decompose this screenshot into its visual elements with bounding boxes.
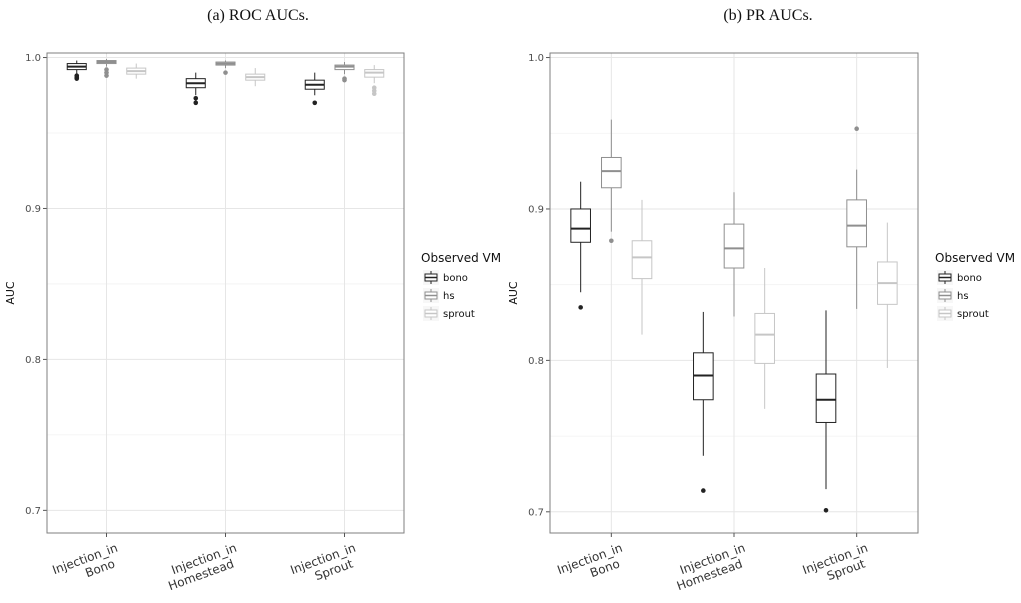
legend-key-bono bbox=[937, 270, 953, 285]
x-tick-label: Injection_inBono bbox=[50, 541, 124, 591]
legend-label-hs: hs bbox=[957, 291, 969, 302]
box-body bbox=[815, 373, 837, 423]
legend: Observed VM bono hs sprout bbox=[421, 251, 501, 321]
outlier-point bbox=[371, 91, 377, 97]
outlier-point bbox=[578, 305, 583, 310]
panel-pr-aucs: (b) PR AUCs. 0.7 0.8 0.9 1.0 Injection_inBono… bbox=[507, 7, 1015, 593]
box-hs-2 bbox=[334, 62, 355, 83]
y-tick-label: 1.0 bbox=[25, 53, 41, 64]
box-sprout-0 bbox=[631, 199, 653, 335]
y-axis-label: AUC bbox=[4, 281, 17, 305]
legend-title: Observed VM bbox=[421, 251, 501, 265]
legend: Observed VM bono hs sprout bbox=[935, 251, 1015, 321]
box-hs-1 bbox=[723, 192, 745, 317]
outlier-point bbox=[312, 100, 318, 106]
box-bono-2 bbox=[815, 310, 837, 513]
y-tick-label: 0.8 bbox=[528, 356, 544, 367]
box-body bbox=[601, 156, 622, 189]
box-hs-0 bbox=[601, 119, 622, 244]
y-tick-label: 0.7 bbox=[25, 506, 41, 517]
legend-label-hs: hs bbox=[443, 291, 455, 302]
legend-key-hs bbox=[937, 288, 953, 303]
y-tick-label: 1.0 bbox=[528, 53, 544, 64]
legend-key-hs bbox=[423, 288, 439, 303]
y-tick-label: 0.9 bbox=[528, 204, 544, 215]
box-body bbox=[754, 312, 775, 364]
box-sprout-2 bbox=[364, 65, 385, 97]
box-body bbox=[846, 199, 867, 248]
box-bono-1 bbox=[693, 311, 714, 493]
y-axis-label: AUC bbox=[507, 281, 520, 305]
box-hs-0 bbox=[96, 59, 117, 78]
box-bono-1 bbox=[185, 72, 206, 106]
y-tick-label: 0.9 bbox=[25, 204, 41, 215]
x-tick-label: Injection_inSprout bbox=[801, 541, 875, 591]
outlier-point bbox=[104, 73, 109, 78]
outlier-point bbox=[193, 100, 199, 106]
outlier-point bbox=[701, 488, 706, 493]
box-body bbox=[631, 240, 653, 280]
box-bono-0 bbox=[66, 60, 87, 81]
box-hs-2 bbox=[846, 126, 867, 309]
box-bono-2 bbox=[304, 72, 325, 106]
x-tick-label: Injection_inHomestead bbox=[162, 541, 244, 594]
x-tick-label: Injection_inSprout bbox=[288, 541, 362, 591]
legend-label-bono: bono bbox=[443, 273, 468, 284]
box-sprout-1 bbox=[754, 268, 775, 409]
box-sprout-0 bbox=[126, 63, 147, 79]
legend-key-bono bbox=[423, 270, 439, 285]
legend-key-sprout bbox=[423, 306, 439, 321]
panel-caption: (a) ROC AUCs. bbox=[207, 7, 309, 24]
box-sprout-2 bbox=[877, 222, 898, 368]
legend-title: Observed VM bbox=[935, 251, 1015, 265]
outlier-point bbox=[609, 238, 614, 244]
box-body bbox=[723, 223, 745, 269]
x-tick-label: Injection_inBono bbox=[555, 541, 629, 591]
x-tick-label: Injection_inHomestead bbox=[670, 541, 752, 594]
outlier-point bbox=[223, 70, 228, 75]
legend-label-bono: bono bbox=[957, 273, 982, 284]
panel-roc-aucs: (a) ROC AUCs. 0.7 0.8 0.9 1.0 Injection_inBon… bbox=[4, 7, 501, 593]
legend-label-sprout: sprout bbox=[443, 309, 475, 320]
outlier-point bbox=[342, 77, 347, 83]
box-hs-1 bbox=[215, 60, 236, 75]
box-bono-0 bbox=[570, 181, 591, 310]
box-sprout-1 bbox=[245, 68, 266, 87]
legend-label-sprout: sprout bbox=[957, 309, 989, 320]
y-tick-label: 0.7 bbox=[528, 507, 544, 518]
y-tick-label: 0.8 bbox=[25, 355, 41, 366]
outlier-point bbox=[823, 507, 829, 513]
outlier-point bbox=[74, 76, 80, 81]
outlier-point bbox=[854, 126, 859, 132]
panel-caption: (b) PR AUCs. bbox=[723, 7, 812, 24]
box-body bbox=[570, 208, 591, 243]
outlier-point bbox=[193, 95, 199, 101]
legend-key-sprout bbox=[937, 306, 953, 321]
